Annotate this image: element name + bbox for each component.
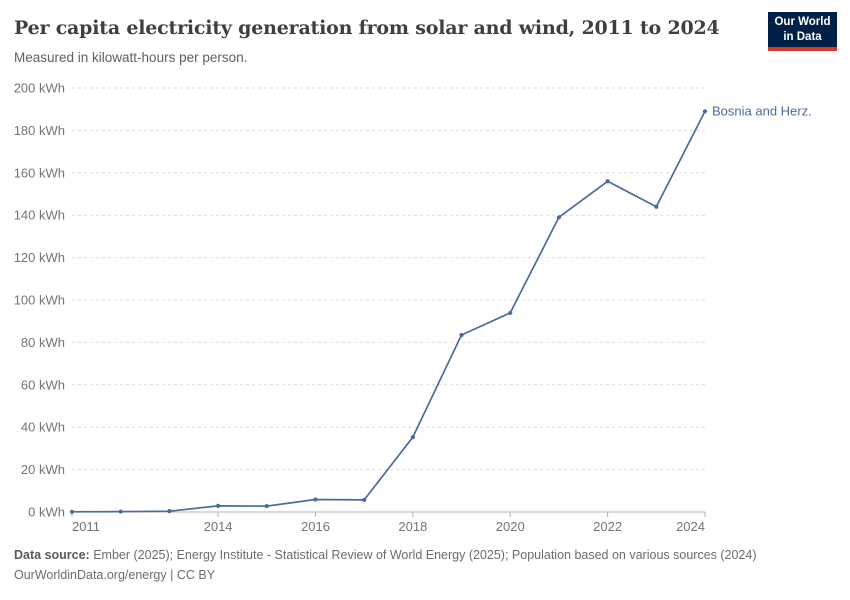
y-axis-label: 40 kWh [21, 420, 65, 435]
page-title: Per capita electricity generation from s… [14, 17, 720, 39]
y-axis-label: 100 kWh [14, 293, 65, 308]
page-subtitle: Measured in kilowatt-hours per person. [14, 50, 248, 65]
x-axis-label: 2022 [593, 519, 622, 534]
data-point-marker[interactable] [702, 109, 708, 114]
y-axis-label: 0 kWh [28, 505, 65, 520]
x-axis-label: 2011 [72, 519, 100, 534]
data-point-marker[interactable] [605, 179, 610, 184]
data-point-marker[interactable] [69, 509, 75, 514]
line-chart: 0 kWh 20 kWh 40 kWh 60 kWh 80 kWh 100 kWh 120 … [14, 81, 812, 535]
data-point-marker[interactable] [410, 435, 415, 440]
owid-logo[interactable]: Our World in Data [768, 12, 837, 51]
x-axis-label: 2016 [301, 519, 330, 534]
data-point-marker[interactable] [508, 310, 513, 316]
y-axis-label: 20 kWh [21, 462, 65, 477]
chart-footer: Data source: Ember (2025); Energy Instit… [14, 545, 834, 585]
owid-url-link[interactable]: OurWorldinData.org/energy [14, 568, 167, 582]
y-axis-label: 160 kWh [14, 165, 65, 180]
data-point-marker[interactable] [264, 503, 269, 509]
y-axis-label: 200 kWh [14, 81, 65, 96]
x-axis-label: 2018 [398, 519, 427, 534]
entity-label[interactable]: Bosnia and Herz. [712, 103, 812, 118]
data-point-marker[interactable] [118, 509, 123, 514]
data-source-text: Ember (2025); Energy Institute - Statist… [89, 548, 757, 562]
data-point-marker[interactable] [362, 497, 367, 503]
data-source-label: Data source: [14, 548, 90, 562]
y-axis-label: 80 kWh [21, 335, 65, 350]
license-label: CC BY [176, 568, 216, 582]
x-axis-label: 2020 [496, 519, 525, 534]
x-axis-label: 2024 [676, 519, 705, 534]
footer-link-line: OurWorldinData.org/energy | CC BY [14, 565, 834, 585]
data-point-marker[interactable] [654, 204, 659, 209]
data-point-marker[interactable] [167, 509, 172, 514]
data-point-marker[interactable] [556, 215, 562, 220]
data-line[interactable] [71, 110, 706, 513]
data-point-marker[interactable] [215, 503, 221, 508]
data-point-marker[interactable] [313, 497, 318, 502]
y-axis-label: 140 kWh [14, 208, 65, 223]
data-point-marker[interactable] [459, 332, 464, 338]
owid-logo-line1: Our World [774, 15, 831, 28]
owid-logo-line2: in Data [783, 30, 822, 43]
y-axis-label: 180 kWh [14, 123, 65, 138]
y-axis-label: 120 kWh [14, 250, 65, 265]
footer-separator: | [166, 568, 177, 582]
data-source-line: Data source: Ember (2025); Energy Instit… [14, 545, 834, 565]
x-axis-label: 2014 [204, 519, 233, 534]
y-axis-label: 60 kWh [21, 377, 65, 392]
